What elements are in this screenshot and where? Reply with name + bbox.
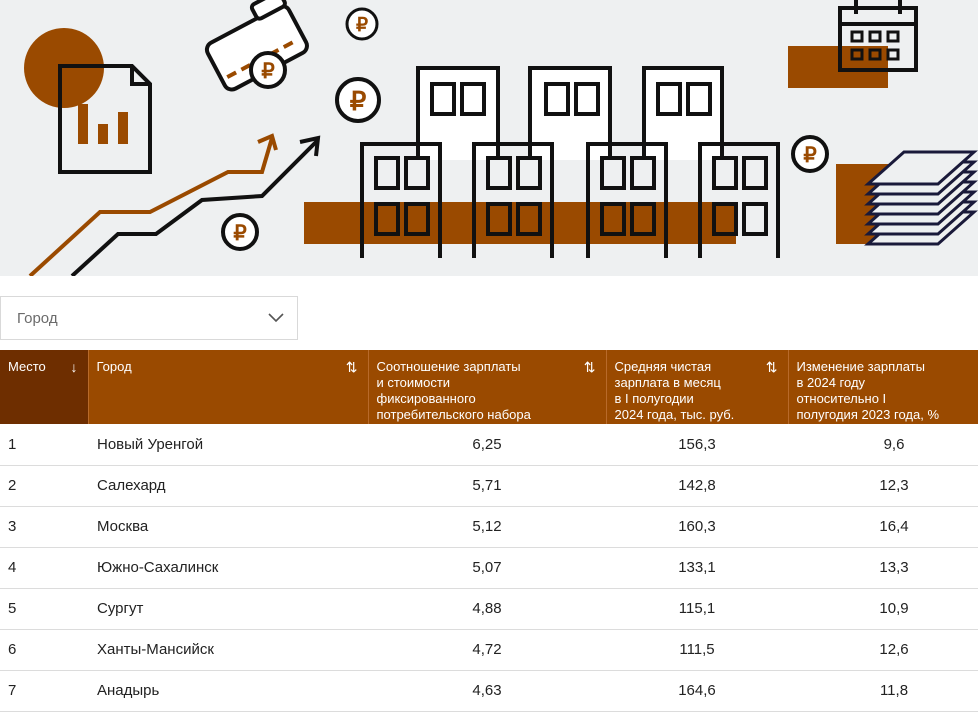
sort-toggle-icon[interactable]: ⇅ bbox=[583, 359, 596, 375]
cell-place: 2 bbox=[0, 465, 88, 507]
cell-ratio: 4,63 bbox=[368, 670, 606, 712]
table-row: 3 Москва 5,12 160,3 16,4 bbox=[0, 506, 978, 548]
column-header-city[interactable]: Город ⇅ bbox=[88, 350, 369, 424]
cell-city: Анадырь bbox=[88, 670, 368, 712]
cell-city: Ханты-Мансийск bbox=[88, 629, 368, 671]
cell-ratio: 6,25 bbox=[368, 424, 606, 466]
growth-arrow-icon bbox=[28, 133, 321, 276]
svg-text:₽: ₽ bbox=[261, 60, 275, 83]
cell-change: 12,6 bbox=[788, 629, 978, 671]
wallet-icon: ₽ bbox=[204, 0, 309, 92]
column-header-place[interactable]: Место ↓ bbox=[0, 350, 89, 424]
cell-city: Салехард bbox=[88, 465, 368, 507]
table-row: 7 Анадырь 4,63 164,6 11,8 bbox=[0, 670, 978, 712]
cell-ratio: 5,71 bbox=[368, 465, 606, 507]
cell-place: 3 bbox=[0, 506, 88, 548]
cell-salary: 164,6 bbox=[606, 670, 788, 712]
cell-city: Новый Уренгой bbox=[88, 424, 368, 466]
table-header-row: Место ↓ Город ⇅ Соотношение зарплаты и с… bbox=[0, 350, 978, 424]
cell-place: 5 bbox=[0, 588, 88, 630]
cell-salary: 133,1 bbox=[606, 547, 788, 589]
cell-salary: 156,3 bbox=[606, 424, 788, 466]
cell-change: 11,8 bbox=[788, 670, 978, 712]
cell-ratio: 5,07 bbox=[368, 547, 606, 589]
calendar-icon bbox=[788, 0, 918, 88]
column-header-salary[interactable]: Средняя чистая зарплата в месяц в I полу… bbox=[606, 350, 789, 424]
cell-change: 10,9 bbox=[788, 588, 978, 630]
cell-change: 16,4 bbox=[788, 506, 978, 548]
rating-table: Место ↓ Город ⇅ Соотношение зарплаты и с… bbox=[0, 350, 978, 712]
buildings-icon bbox=[304, 66, 780, 258]
sort-toggle-icon[interactable]: ⇅ bbox=[345, 359, 358, 375]
cell-change: 9,6 bbox=[788, 424, 978, 466]
city-filter-placeholder: Город bbox=[17, 310, 58, 327]
column-header-label: Город bbox=[96, 359, 132, 374]
cell-change: 12,3 bbox=[788, 465, 978, 507]
cell-salary: 115,1 bbox=[606, 588, 788, 630]
chevron-down-icon bbox=[268, 313, 284, 323]
cell-ratio: 4,72 bbox=[368, 629, 606, 671]
column-header-label: Средняя чистая зарплата в месяц в I полу… bbox=[614, 359, 735, 422]
cell-salary: 142,8 bbox=[606, 465, 788, 507]
cell-place: 4 bbox=[0, 547, 88, 589]
svg-text:₽: ₽ bbox=[350, 86, 367, 116]
sort-descending-icon[interactable]: ↓ bbox=[70, 359, 78, 375]
ruble-coin-icon: ₽ ₽ ₽ ₽ bbox=[221, 7, 829, 251]
column-header-label: Изменение зарплаты в 2024 году относител… bbox=[796, 359, 940, 422]
table-row: 5 Сургут 4,88 115,1 10,9 bbox=[0, 588, 978, 630]
document-chart-icon bbox=[24, 28, 152, 174]
svg-text:₽: ₽ bbox=[803, 144, 817, 167]
cell-salary: 111,5 bbox=[606, 629, 788, 671]
cell-city: Сургут bbox=[88, 588, 368, 630]
cell-city: Южно-Сахалинск bbox=[88, 547, 368, 589]
city-filter-dropdown[interactable]: Город bbox=[0, 296, 298, 340]
cell-place: 7 bbox=[0, 670, 88, 712]
cell-place: 6 bbox=[0, 629, 88, 671]
column-header-label: Место bbox=[8, 359, 46, 374]
header-illustration: ₽ ₽ ₽ ₽ ₽ bbox=[0, 0, 978, 276]
banknotes-stack-icon bbox=[836, 150, 978, 246]
cell-salary: 160,3 bbox=[606, 506, 788, 548]
cell-ratio: 4,88 bbox=[368, 588, 606, 630]
column-header-ratio[interactable]: Соотношение зарплаты и стоимости фиксиро… bbox=[368, 350, 607, 424]
svg-text:₽: ₽ bbox=[356, 15, 368, 36]
svg-text:₽: ₽ bbox=[233, 222, 247, 245]
cell-place: 1 bbox=[0, 424, 88, 466]
column-header-label: Соотношение зарплаты и стоимости фиксиро… bbox=[376, 359, 531, 422]
illustration-svg: ₽ ₽ ₽ ₽ ₽ bbox=[24, 0, 978, 276]
table-row: 2 Салехард 5,71 142,8 12,3 bbox=[0, 465, 978, 507]
cell-change: 13,3 bbox=[788, 547, 978, 589]
sort-toggle-icon[interactable]: ⇅ bbox=[765, 359, 778, 375]
table-row: 1 Новый Уренгой 6,25 156,3 9,6 bbox=[0, 424, 978, 466]
cell-city: Москва bbox=[88, 506, 368, 548]
table-row: 4 Южно-Сахалинск 5,07 133,1 13,3 bbox=[0, 547, 978, 589]
table-row: 6 Ханты-Мансийск 4,72 111,5 12,6 bbox=[0, 629, 978, 671]
column-header-change[interactable]: Изменение зарплаты в 2024 году относител… bbox=[788, 350, 978, 424]
cell-ratio: 5,12 bbox=[368, 506, 606, 548]
